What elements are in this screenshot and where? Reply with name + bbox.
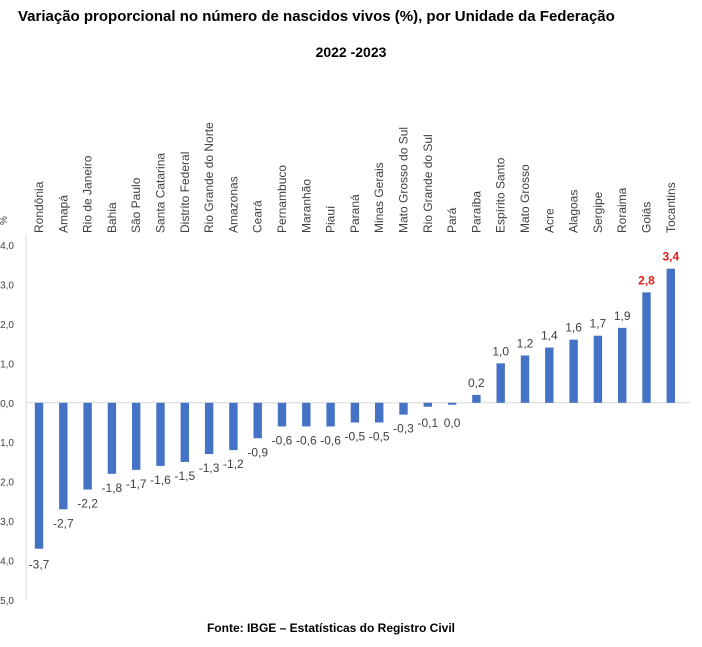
y-tick-label: -4,0 <box>0 557 14 568</box>
data-label: -1,3 <box>199 461 220 475</box>
data-label: -2,2 <box>77 497 98 511</box>
bar-Rio Grande do Sul <box>423 402 432 407</box>
data-label: -3,7 <box>29 558 50 572</box>
x-category-label: Goiás <box>640 202 654 233</box>
bar-São Paulo <box>132 402 141 470</box>
data-label: 2,8 <box>638 273 655 287</box>
y-tick-label: 1,0 <box>0 359 14 370</box>
x-category-label: Piauí <box>324 205 338 233</box>
data-label: 0,2 <box>468 376 485 390</box>
bar-Piauí <box>326 402 335 427</box>
bar-Roraima <box>618 327 627 403</box>
y-tick-label: 3,0 <box>0 280 14 291</box>
bar-Pernambuco <box>277 402 287 427</box>
x-category-label: Santa Catarina <box>154 153 168 233</box>
data-label: 3,4 <box>662 250 679 264</box>
data-label: -1,2 <box>223 457 244 471</box>
bar-Paraíba <box>472 394 481 403</box>
x-category-label: Rio Grande do Sul <box>421 134 435 233</box>
bar-Goiás <box>642 292 651 403</box>
x-category-label: São Paulo <box>129 177 143 233</box>
x-category-label: Roraima <box>615 187 629 233</box>
data-label: -0,5 <box>345 430 366 444</box>
data-label: 1,9 <box>614 309 631 323</box>
data-label: -0,5 <box>369 430 390 444</box>
x-category-label: Minas Gerais <box>372 162 386 233</box>
bar-Espírito Santo <box>496 363 505 403</box>
x-category-label: Alagoas <box>567 190 581 233</box>
y-tick-label: -5,0 <box>0 596 14 607</box>
bar-Tocantins <box>666 268 675 403</box>
bar-Sergipe <box>593 335 603 403</box>
x-category-label: Bahia <box>105 202 119 233</box>
bar-Ceará <box>253 402 262 439</box>
bar-Distrito Federal <box>180 402 189 462</box>
bar-Amazonas <box>229 402 238 451</box>
bar-Rio de Janeiro <box>83 402 92 490</box>
bar-Acre <box>545 347 554 403</box>
data-label: -2,7 <box>53 516 74 530</box>
y-axis-label: % <box>0 216 10 225</box>
x-category-label: Mato Grosso <box>518 164 532 233</box>
chart-title: Variação proporcional no número de nasci… <box>18 8 615 25</box>
data-label: -0,6 <box>320 433 341 447</box>
data-label: -0,1 <box>417 416 438 430</box>
data-label: -0,3 <box>393 422 414 436</box>
y-tick-label: 0,0 <box>0 399 14 410</box>
x-category-label: Pará <box>445 207 459 233</box>
data-label: -0,6 <box>296 433 317 447</box>
bar-Alagoas <box>569 339 578 403</box>
data-label: 1,7 <box>590 317 607 331</box>
data-label: -1,5 <box>174 469 195 483</box>
x-category-label: Paraná <box>348 194 362 233</box>
x-category-label: Sergipe <box>591 191 605 233</box>
bar-Mato Grosso <box>520 355 530 403</box>
bar-Minas Gerais <box>375 402 384 423</box>
data-label: -1,7 <box>126 477 147 491</box>
data-label: -0,6 <box>272 433 293 447</box>
bar-Bahia <box>107 402 117 474</box>
bar-Paraná <box>350 402 360 423</box>
chart-subtitle: 2022 -2023 <box>315 44 387 60</box>
x-category-label: Pernambuco <box>275 165 289 233</box>
bar-Maranhão <box>302 402 311 427</box>
y-tick-label: -1,0 <box>0 438 14 449</box>
x-category-label: Acre <box>542 208 556 233</box>
data-label: 1,6 <box>565 321 582 335</box>
bar-Pará <box>447 402 457 405</box>
bar-Mato Grosso do Sul <box>399 402 408 415</box>
x-category-label: Amapá <box>56 195 70 233</box>
y-tick-label: 4,0 <box>0 241 14 252</box>
x-category-label: Maranhão <box>299 179 313 233</box>
x-category-label: Mato Grosso do Sul <box>397 127 411 233</box>
x-category-label: Rio de Janeiro <box>81 155 95 233</box>
bar-Santa Catarina <box>156 402 165 466</box>
data-label: 0,0 <box>444 416 461 430</box>
source-note: Fonte: IBGE – Estatísticas do Registro C… <box>206 621 456 635</box>
y-tick-label: -3,0 <box>0 517 14 528</box>
data-label: -0,9 <box>247 445 268 459</box>
x-category-label: Tocantins <box>664 182 678 233</box>
bar-Rio Grande do Norte <box>204 402 214 455</box>
x-category-label: Amazonas <box>226 176 240 233</box>
bar-Amapá <box>59 402 68 510</box>
data-label: 1,4 <box>541 329 558 343</box>
x-category-label: Rondônia <box>32 181 46 233</box>
y-tick-label: -2,0 <box>0 478 14 489</box>
x-category-label: Rio Grande do Norte <box>202 122 216 233</box>
bar-Rondônia <box>34 402 44 549</box>
data-label: -1,6 <box>150 473 171 487</box>
y-tick-label: 2,0 <box>0 320 14 331</box>
data-label: 1,0 <box>492 344 509 358</box>
x-category-label: Espírito Santo <box>494 157 508 233</box>
data-label: -1,8 <box>102 481 123 495</box>
x-category-label: Ceará <box>251 200 265 233</box>
data-label: 1,2 <box>517 336 534 350</box>
x-category-label: Paraíba <box>469 191 483 233</box>
x-category-label: Distrito Federal <box>178 152 192 233</box>
